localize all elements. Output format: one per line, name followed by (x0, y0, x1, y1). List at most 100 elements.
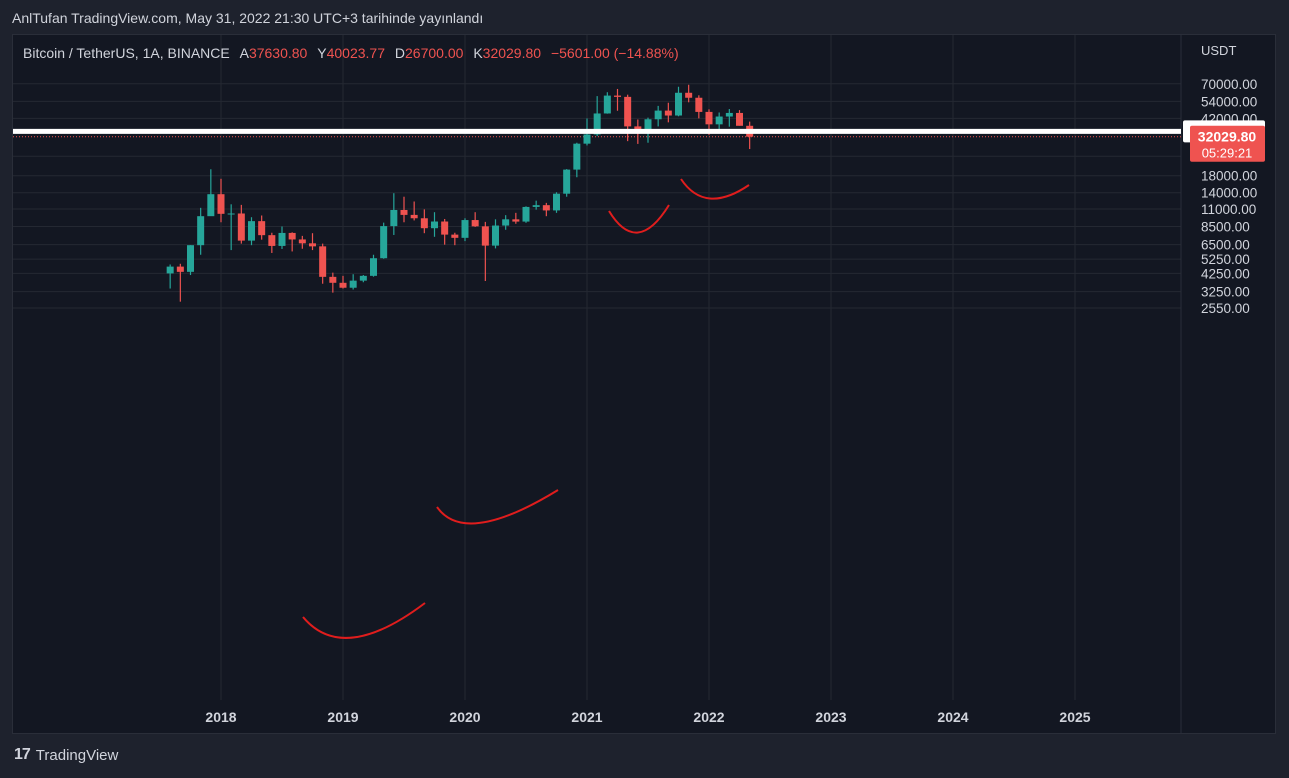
candle-body (664, 110, 672, 116)
candle-body (695, 97, 703, 112)
price-tick-label: 6500.00 (1201, 238, 1250, 253)
candle-body (431, 221, 438, 229)
candle-body (502, 219, 510, 226)
candle-body (197, 216, 205, 246)
candle-body (298, 239, 306, 244)
time-tick-label: 2020 (449, 709, 480, 725)
candle-body (359, 275, 367, 281)
candle-body (166, 266, 174, 274)
low-label: D (394, 45, 406, 61)
candle-body (644, 119, 652, 131)
price-tick-label: 14000.00 (1201, 186, 1257, 201)
candle-body (603, 95, 611, 114)
candle-body (176, 266, 184, 272)
candle-body (725, 112, 733, 117)
candle-body (217, 194, 225, 214)
price-tick-label: 3250.00 (1201, 285, 1250, 300)
candle-body (492, 225, 499, 246)
candle-body (441, 221, 449, 235)
candle-body (309, 243, 316, 247)
brand-name: TradingView (35, 746, 119, 764)
candle-body (512, 219, 520, 222)
candle-body (553, 193, 560, 211)
annotation-arc (302, 602, 426, 639)
candle-body (624, 96, 632, 127)
candle-body (278, 232, 286, 246)
high-value: 40023.77 (326, 45, 385, 61)
candle-body (248, 221, 255, 241)
footer-brand[interactable]: 17 TradingView (14, 746, 118, 764)
tradingview-logo-icon: 17 (14, 746, 31, 763)
candle-body (258, 221, 266, 236)
open-value: 37630.80 (248, 45, 308, 61)
candle-body (522, 206, 530, 222)
candle-body (705, 111, 713, 125)
candle-body (329, 276, 337, 283)
candle-body (736, 112, 743, 126)
bar-countdown-label: 05:29:21 (1202, 146, 1253, 161)
price-tick-label: 11000.00 (1201, 202, 1256, 217)
candle-body (237, 213, 245, 241)
low-value: 26700.00 (405, 45, 464, 61)
candle-body (675, 92, 682, 116)
candle-body (420, 218, 428, 229)
candle-body (685, 92, 693, 98)
price-tick-label: 4250.00 (1201, 266, 1250, 281)
price-tick-label: 2550.00 (1201, 301, 1250, 316)
candle-body (593, 113, 601, 135)
candle-body (715, 116, 723, 125)
candle-body (583, 134, 591, 144)
price-tick-label: 8500.00 (1201, 220, 1250, 235)
annotation-arc (436, 489, 559, 525)
close-value: 32029.80 (482, 45, 542, 61)
symbol-title[interactable]: Bitcoin / TetherUS, 1A, BINANCE (23, 45, 230, 61)
last-price-box (1190, 125, 1265, 162)
candle-body (471, 220, 479, 227)
annotation-arc (608, 204, 670, 234)
time-tick-label: 2024 (937, 709, 968, 725)
candle-body (573, 143, 581, 170)
candle-body (268, 235, 276, 246)
candle-body (614, 95, 621, 97)
last-price-label: 32029.80 (1198, 129, 1257, 145)
time-tick-label: 2021 (571, 709, 602, 725)
candle-body (563, 169, 571, 194)
candle-body (451, 234, 459, 238)
candle-body (634, 126, 642, 131)
change-value: −5601.00 (−14.88%) (550, 45, 679, 61)
time-tick-label: 2019 (327, 709, 358, 725)
candle-body (319, 246, 327, 277)
candle-body (370, 258, 377, 276)
open-label: A (239, 45, 249, 61)
candle-body (542, 205, 550, 211)
candle-body (654, 110, 662, 120)
publish-info: AnlTufan TradingView.com, May 31, 2022 2… (12, 10, 484, 26)
candle-body (227, 213, 235, 215)
price-tick-label: 70000.00 (1201, 77, 1257, 92)
price-chart[interactable]: 70000.0054000.0042000.0024000.0018000.00… (13, 35, 1275, 733)
candle-body (532, 205, 540, 207)
candle-body (207, 194, 215, 217)
high-label: Y (317, 45, 327, 61)
price-tick-label: 5250.00 (1201, 252, 1250, 267)
price-tick-label: 54000.00 (1201, 94, 1257, 109)
time-tick-label: 2025 (1059, 709, 1090, 725)
candle-body (380, 226, 388, 259)
price-tick-label: 18000.00 (1201, 169, 1257, 184)
currency-unit[interactable]: USDT (1201, 43, 1237, 58)
candle-body (288, 232, 296, 240)
chart-pane[interactable]: 70000.0054000.0042000.0024000.0018000.00… (12, 34, 1276, 734)
time-tick-label: 2022 (693, 709, 724, 725)
candle-body (339, 282, 347, 288)
candle-body (390, 209, 398, 227)
candle-body (410, 214, 418, 219)
time-tick-label: 2018 (205, 709, 236, 725)
candle-body (349, 280, 357, 288)
candle-body (481, 226, 489, 246)
candle-body (461, 220, 469, 238)
close-label: K (473, 45, 483, 61)
annotation-arc (680, 178, 750, 200)
candle-body (187, 245, 194, 272)
ohlc-legend: Bitcoin / TetherUS, 1A, BINANCE A37630.8… (23, 45, 679, 61)
candle-body (400, 209, 408, 215)
